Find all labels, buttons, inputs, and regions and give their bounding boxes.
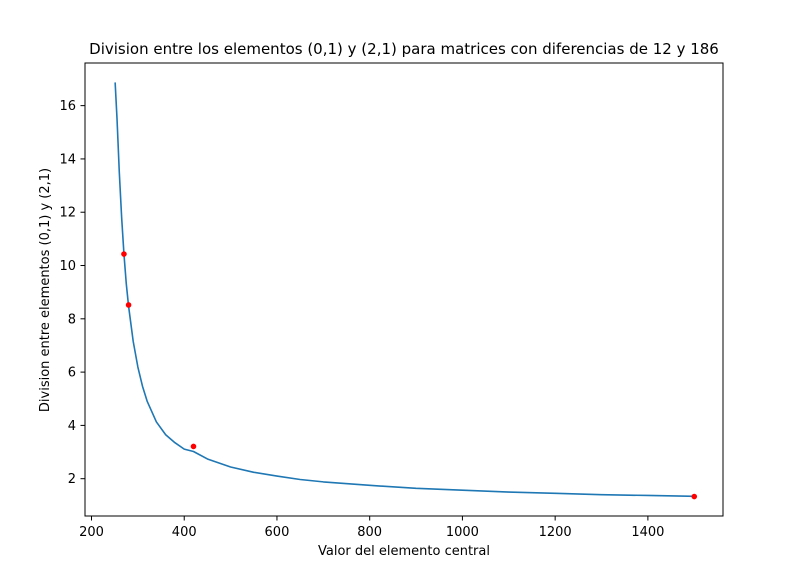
- y-tick-label: 4: [68, 419, 76, 434]
- y-tick-label: 10: [59, 259, 76, 274]
- y-tick-label: 2: [68, 472, 76, 487]
- chart-title: Division entre los elementos (0,1) y (2,…: [89, 40, 719, 58]
- data-point: [121, 251, 127, 257]
- data-point: [691, 493, 698, 500]
- x-tick-label: 1400: [631, 525, 664, 540]
- y-tick-label: 16: [59, 99, 76, 114]
- y-tick-label: 6: [68, 366, 76, 381]
- x-tick-label: 400: [172, 525, 197, 540]
- y-tick-label: 8: [68, 312, 76, 327]
- axis-ticks: 200 400 600 800 1000 1200 1400 2 4 6 8 10 12 14 16: [59, 99, 664, 540]
- x-axis-label: Valor del elemento central: [318, 544, 490, 559]
- x-tick-label: 1000: [446, 525, 479, 540]
- data-point: [125, 302, 132, 308]
- plot-area: [114, 82, 698, 500]
- y-tick-label: 14: [59, 152, 76, 167]
- x-tick-label: 800: [357, 525, 382, 540]
- x-tick-label: 1200: [539, 525, 572, 540]
- axes-frame: [84, 62, 724, 517]
- y-tick-label: 12: [59, 206, 76, 221]
- y-axis-label: Division entre elementos (0,1) y (2,1): [38, 168, 53, 412]
- x-tick-label: 600: [265, 525, 290, 540]
- series-line: [114, 82, 695, 498]
- data-point: [190, 443, 197, 450]
- x-tick-label: 200: [79, 525, 104, 540]
